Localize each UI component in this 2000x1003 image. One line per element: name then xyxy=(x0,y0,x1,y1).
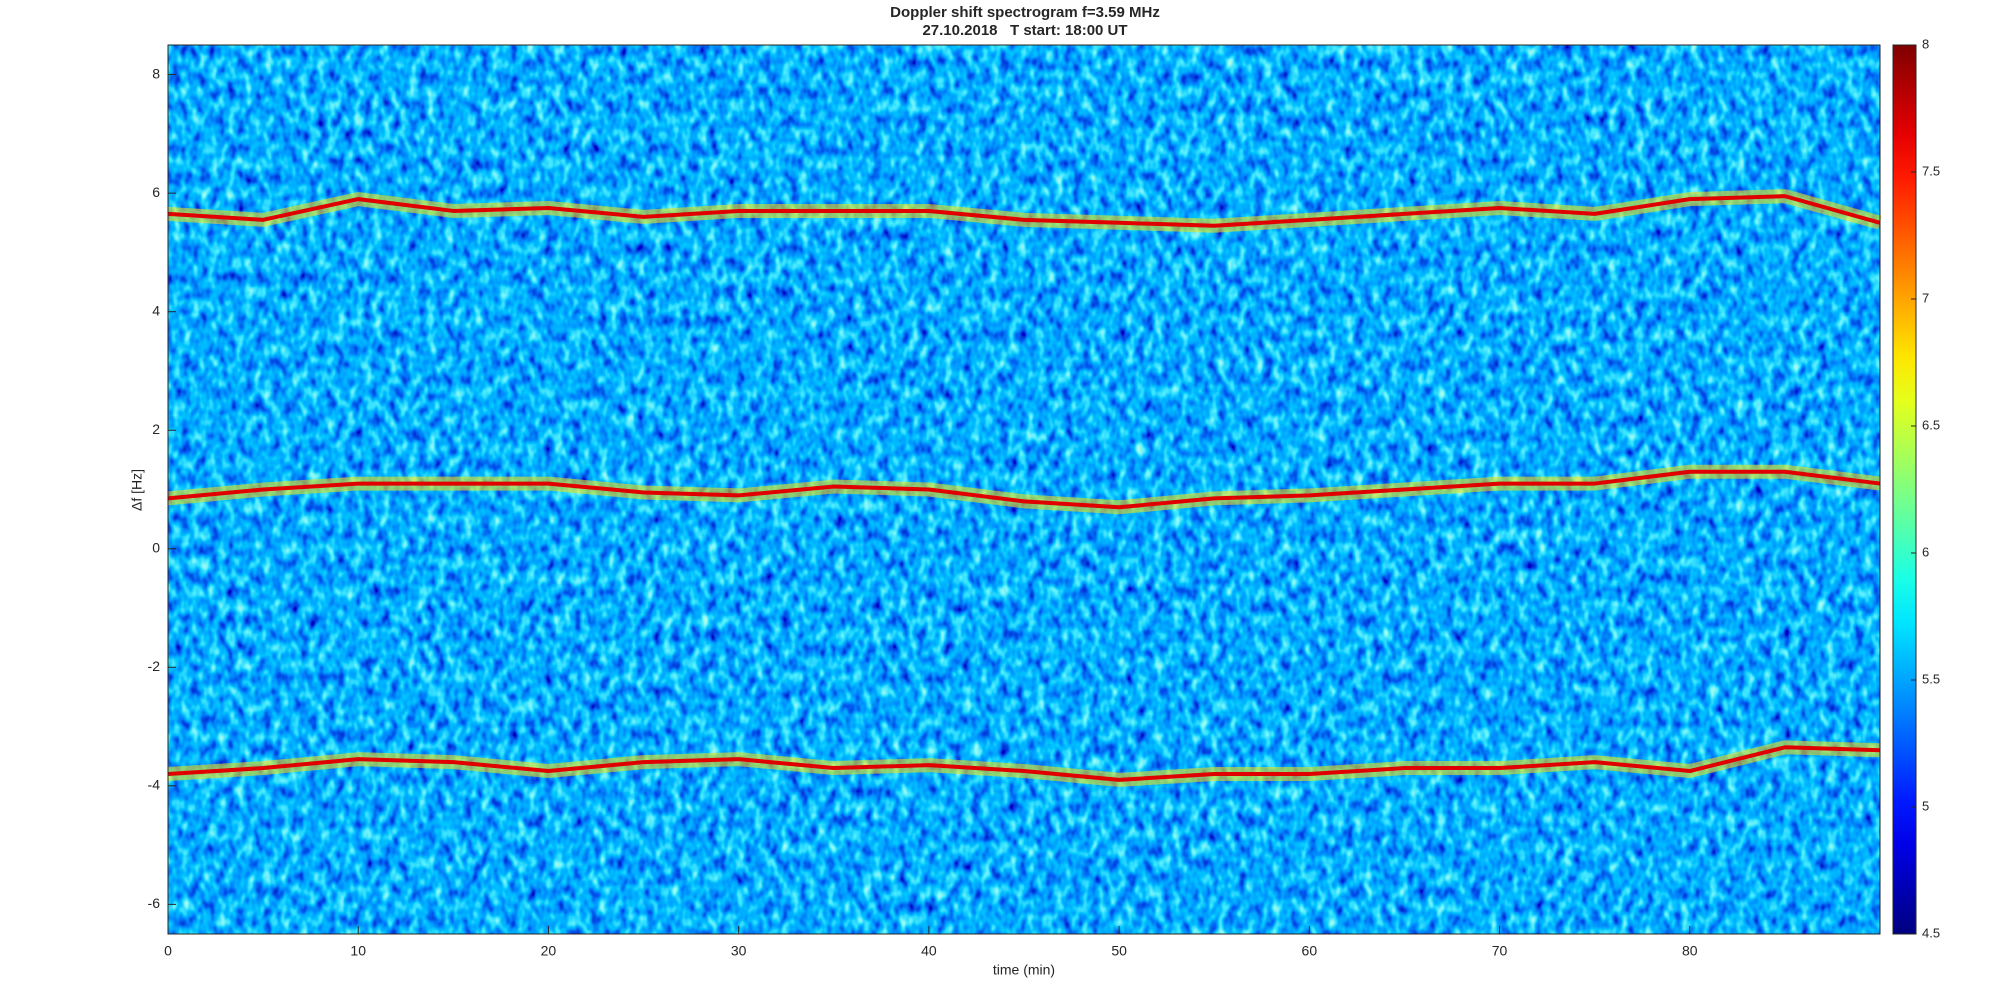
colorbar-tick-label: 5 xyxy=(1922,798,1929,813)
y-tick-label: 8 xyxy=(152,65,160,81)
y-tick-label: 4 xyxy=(152,302,160,318)
x-tick-label: 30 xyxy=(731,943,747,959)
y-tick-label: 2 xyxy=(152,421,160,437)
colorbar-tick-label: 6.5 xyxy=(1922,417,1940,432)
x-tick-label: 10 xyxy=(350,943,366,959)
x-tick-label: 70 xyxy=(1492,943,1508,959)
x-tick-label: 20 xyxy=(541,943,557,959)
y-tick-label: -4 xyxy=(148,777,161,793)
colorbar-tick-label: 7 xyxy=(1922,290,1929,305)
plot-frame xyxy=(167,44,1881,935)
colorbar-tick-label: 4.5 xyxy=(1922,925,1940,940)
x-axis-label: time (min) xyxy=(993,962,1055,978)
colorbar-tick-label: 7.5 xyxy=(1922,163,1940,178)
y-tick-label: -6 xyxy=(148,895,161,911)
x-tick-label: 60 xyxy=(1302,943,1318,959)
x-tick-label: 80 xyxy=(1682,943,1698,959)
chart-title: Doppler shift spectrogram f=3.59 MHz xyxy=(890,4,1160,21)
trace-line xyxy=(167,469,1881,510)
colorbar-tick-label: 5.5 xyxy=(1922,671,1940,686)
x-tick-label: 40 xyxy=(921,943,937,959)
colorbar xyxy=(1892,44,1917,935)
x-tick-label: 50 xyxy=(1111,943,1127,959)
y-axis-label: Δf [Hz] xyxy=(129,469,145,511)
trace-line xyxy=(167,194,1881,228)
y-tick-label: 6 xyxy=(152,184,160,200)
chart-subtitle: 27.10.2018 T start: 18:00 UT xyxy=(922,22,1127,39)
x-tick-label: 0 xyxy=(164,943,172,959)
colorbar-tick-label: 6 xyxy=(1922,544,1929,559)
trace-line xyxy=(167,745,1881,782)
colorbar-tick-label: 8 xyxy=(1922,36,1929,51)
y-tick-label: -2 xyxy=(148,658,161,674)
y-tick-label: 0 xyxy=(152,539,160,555)
